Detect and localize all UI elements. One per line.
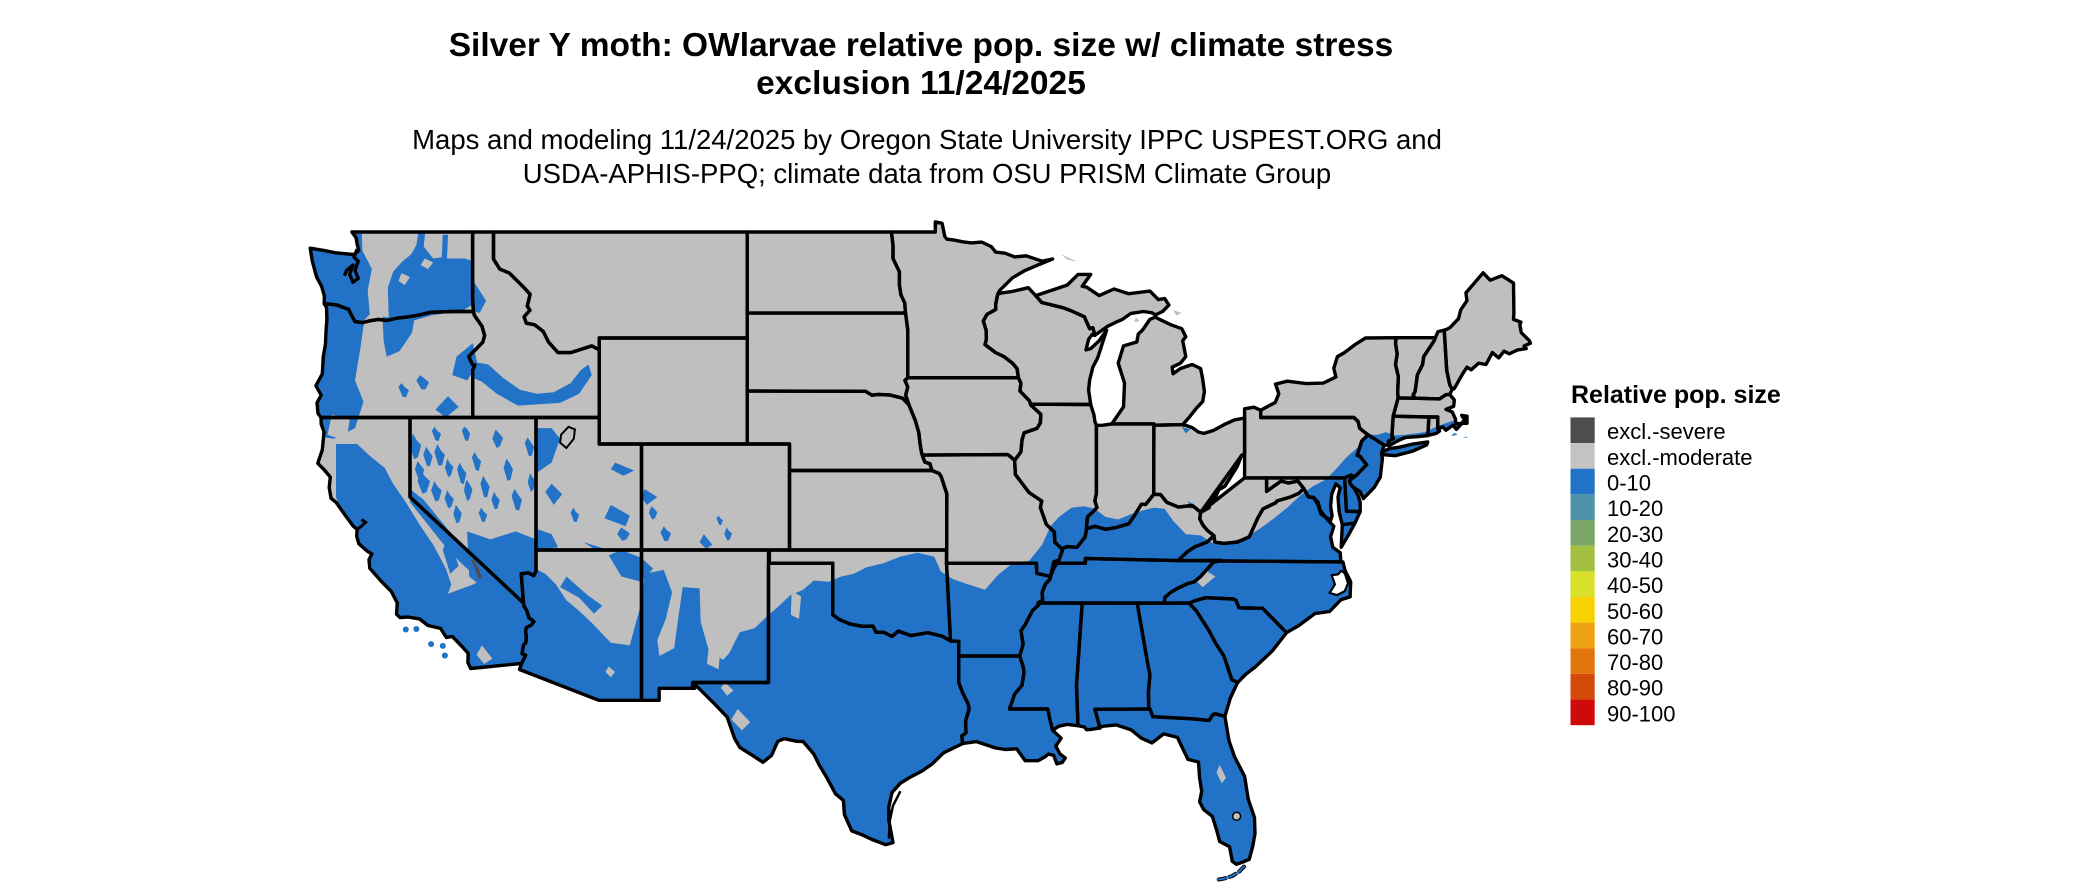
svg-text:USDA-APHIS-PPQ; climate data f: USDA-APHIS-PPQ; climate data from OSU PR… <box>523 158 1331 189</box>
svg-text:excl.-severe: excl.-severe <box>1607 419 1726 444</box>
svg-text:0-10: 0-10 <box>1607 471 1651 496</box>
svg-text:Silver Y moth: OWlarvae relati: Silver Y moth: OWlarvae relative pop. si… <box>449 27 1394 64</box>
svg-text:60-70: 60-70 <box>1607 624 1663 649</box>
svg-text:50-60: 50-60 <box>1607 599 1663 624</box>
svg-text:80-90: 80-90 <box>1607 676 1663 701</box>
svg-text:Maps and modeling 11/24/2025 b: Maps and modeling 11/24/2025 by Oregon S… <box>412 124 1442 155</box>
svg-text:20-30: 20-30 <box>1607 522 1663 547</box>
svg-text:90-100: 90-100 <box>1607 701 1676 726</box>
svg-text:excl.-moderate: excl.-moderate <box>1607 445 1753 470</box>
svg-text:40-50: 40-50 <box>1607 573 1663 598</box>
svg-text:exclusion 11/24/2025: exclusion 11/24/2025 <box>756 65 1086 102</box>
svg-text:70-80: 70-80 <box>1607 650 1663 675</box>
svg-text:10-20: 10-20 <box>1607 496 1663 521</box>
svg-text:Relative pop. size: Relative pop. size <box>1571 381 1781 409</box>
svg-text:30-40: 30-40 <box>1607 547 1663 572</box>
